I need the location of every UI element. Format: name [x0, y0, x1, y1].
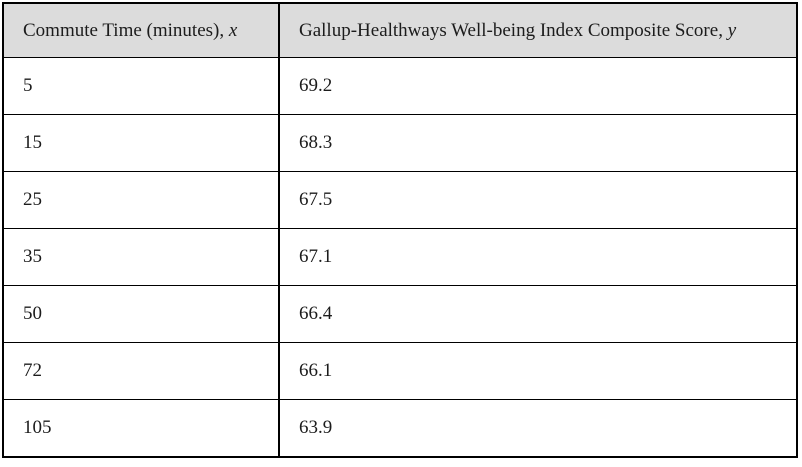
cell-commute-time: 35: [2, 228, 280, 286]
table-frame: Commute Time (minutes), x Gallup-Healthw…: [2, 2, 798, 458]
cell-wellbeing-score: 67.1: [278, 228, 798, 286]
cell-commute-time: 72: [2, 342, 280, 400]
column-header-wellbeing-score: Gallup-Healthways Well-being Index Compo…: [278, 2, 798, 58]
cell-wellbeing-score: 67.5: [278, 171, 798, 229]
variable-x-symbol: x: [228, 19, 238, 41]
table-row: 50 66.4: [2, 285, 798, 343]
table-row: 25 67.5: [2, 171, 798, 229]
variable-y-symbol: y: [727, 19, 737, 41]
table-row: 35 67.1: [2, 228, 798, 286]
column-header-wellbeing-score-label: Gallup-Healthways Well-being Index Compo…: [299, 19, 723, 41]
column-header-commute-time: Commute Time (minutes), x: [2, 2, 280, 58]
table-row: 5 69.2: [2, 57, 798, 115]
cell-commute-time: 50: [2, 285, 280, 343]
cell-wellbeing-score: 63.9: [278, 399, 798, 458]
cell-wellbeing-score: 66.4: [278, 285, 798, 343]
cell-commute-time: 25: [2, 171, 280, 229]
cell-commute-time: 105: [2, 399, 280, 458]
table-row: 15 68.3: [2, 114, 798, 172]
table-row: 105 63.9: [2, 399, 798, 458]
cell-commute-time: 15: [2, 114, 280, 172]
column-header-commute-time-label: Commute Time (minutes),: [23, 19, 225, 41]
cell-wellbeing-score: 68.3: [278, 114, 798, 172]
cell-wellbeing-score: 69.2: [278, 57, 798, 115]
cell-commute-time: 5: [2, 57, 280, 115]
header-row: Commute Time (minutes), x Gallup-Healthw…: [2, 2, 798, 58]
cell-wellbeing-score: 66.1: [278, 342, 798, 400]
commute-wellbeing-table: Commute Time (minutes), x Gallup-Healthw…: [2, 2, 798, 458]
table-row: 72 66.1: [2, 342, 798, 400]
